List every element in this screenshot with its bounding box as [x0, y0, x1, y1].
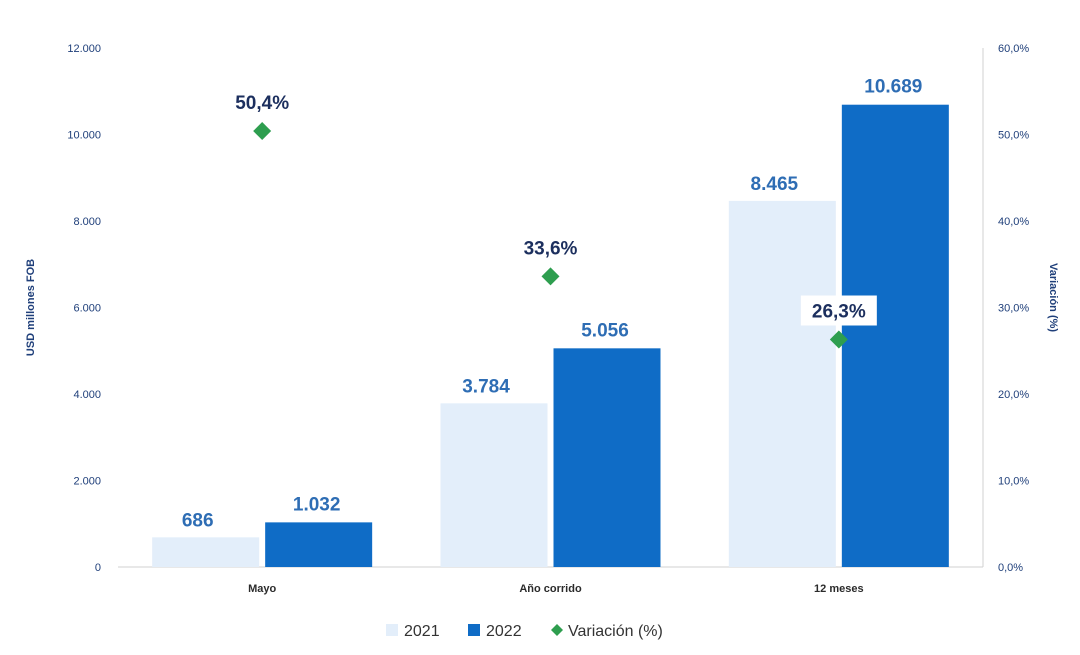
y2-axis-title: Variación (%): [1047, 263, 1059, 332]
variation-label: 50,4%: [235, 93, 289, 114]
bar-2021: [152, 537, 260, 567]
data-label-2022: 5.056: [581, 320, 629, 341]
variation-label: 26,3%: [812, 302, 866, 323]
y-tick-label: 2.000: [73, 476, 101, 488]
legend-label-2022: 2022: [486, 623, 522, 640]
y-tick-label: 12.000: [67, 43, 101, 55]
y2-tick-label: 0,0%: [998, 562, 1023, 574]
bar-2022: [841, 104, 949, 568]
variation-markers: [253, 122, 848, 349]
y-tick-label: 4.000: [73, 389, 101, 401]
y-tick-label: 10.000: [67, 130, 101, 142]
legend-swatch-2021: [386, 624, 398, 636]
bar-2021: [440, 403, 548, 567]
legend-marker-variation: [551, 624, 563, 636]
y2-tick-label: 10,0%: [998, 476, 1029, 488]
y-tick-label: 0: [95, 562, 101, 574]
y2-tick-label: 40,0%: [998, 216, 1029, 228]
x-category-label: 12 meses: [814, 583, 864, 595]
legend-label-2021: 2021: [404, 623, 440, 640]
legend-swatch-2022: [468, 624, 480, 636]
variation-marker: [829, 330, 848, 349]
x-category-label: Mayo: [248, 583, 276, 595]
variation-label-bg: [800, 295, 877, 326]
axes: 0 2.000 4.000 6.000 8.000 10.000 12.000 0,0% 10,…: [25, 43, 1059, 595]
bars: [152, 104, 949, 568]
data-labels: 686 1.032 50,4% 3.784 5.056 33,6% 8.465 10.689 2…: [182, 77, 923, 532]
y-axis-title: USD millones FOB: [25, 259, 37, 356]
y2-tick-label: 20,0%: [998, 389, 1029, 401]
data-label-2021: 3.784: [462, 376, 510, 397]
y2-tick-label: 30,0%: [998, 303, 1029, 315]
y2-tick-label: 50,0%: [998, 130, 1029, 142]
y-tick-label: 6.000: [73, 303, 101, 315]
variation-marker: [253, 122, 272, 141]
legend: 2021 2022 Variación (%): [386, 623, 663, 640]
bar-2021: [728, 200, 836, 568]
y2-tick-label: 60,0%: [998, 43, 1029, 55]
legend-label-variation: Variación (%): [568, 623, 663, 640]
variation-marker: [541, 267, 560, 286]
variation-label: 33,6%: [524, 238, 578, 259]
data-label-2022: 1.032: [293, 494, 341, 515]
data-label-2021: 8.465: [751, 174, 799, 195]
data-label-2021: 686: [182, 510, 214, 531]
data-label-2022: 10.689: [864, 77, 922, 98]
bar-2022: [265, 522, 373, 567]
x-category-label: Año corrido: [519, 583, 582, 595]
bar-2022: [553, 348, 661, 567]
y-tick-label: 8.000: [73, 216, 101, 228]
